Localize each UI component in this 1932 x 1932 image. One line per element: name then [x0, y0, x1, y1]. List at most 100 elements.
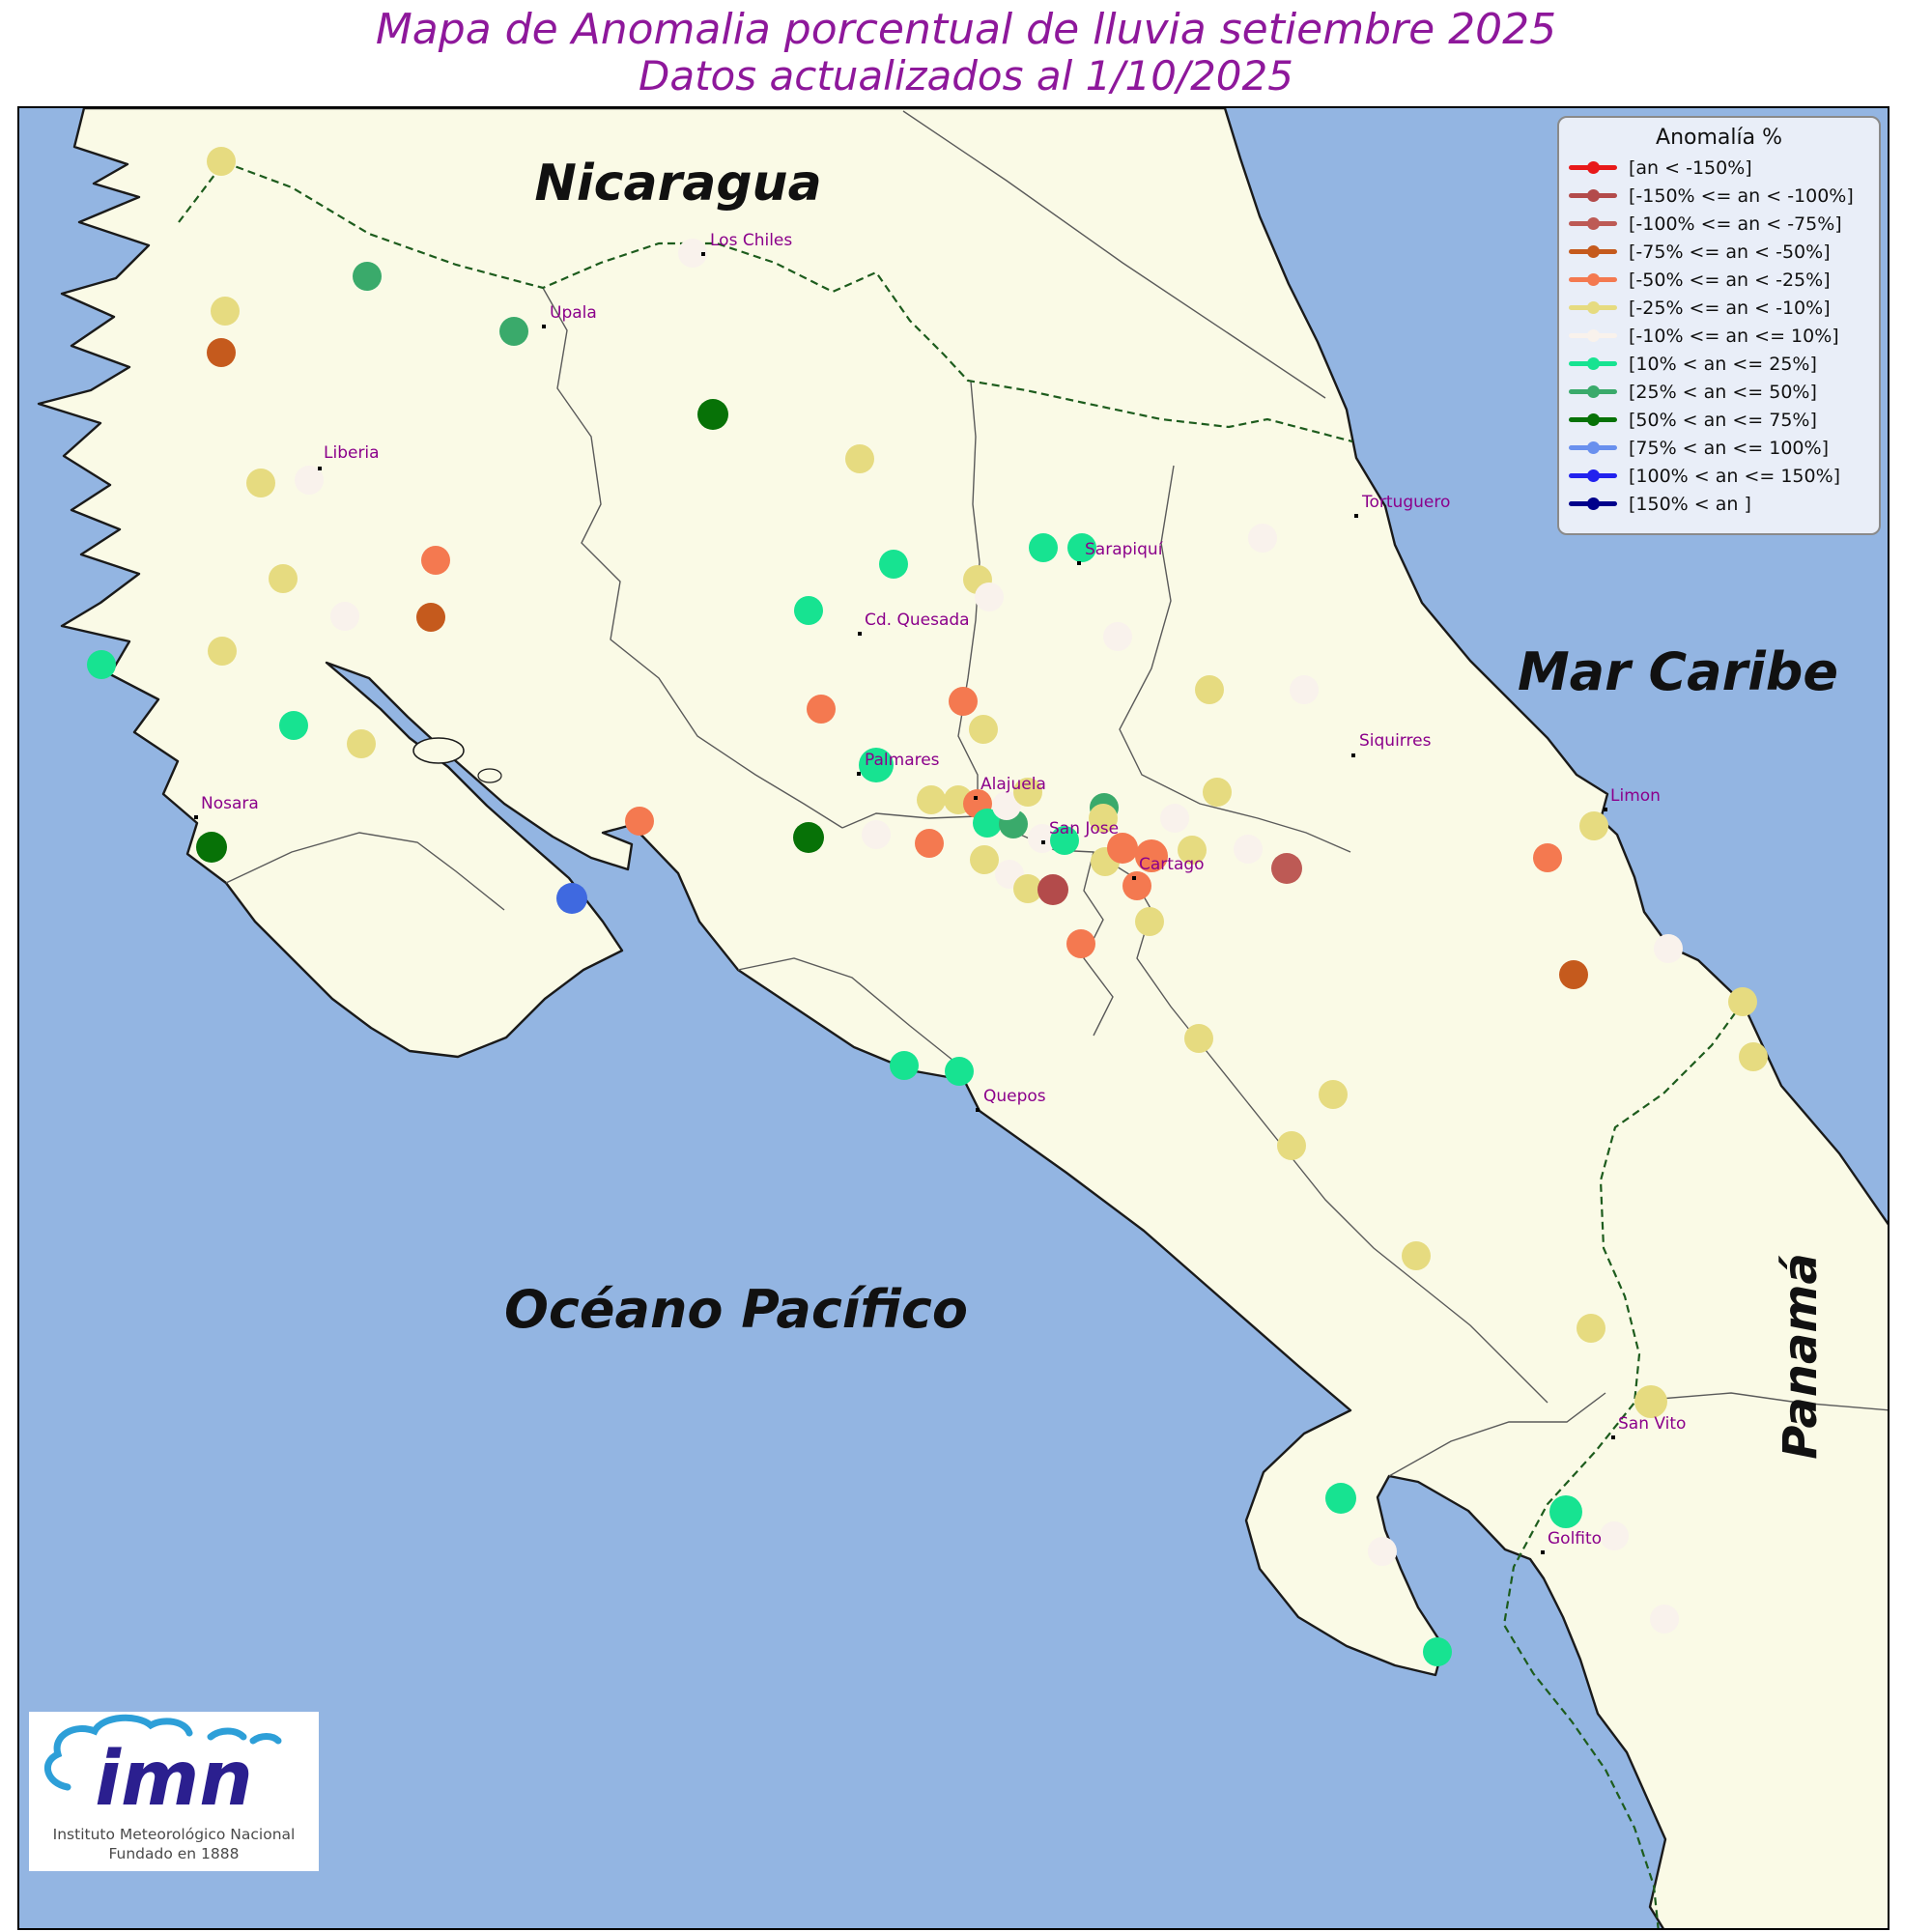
city: Tortuguero [1354, 493, 1450, 518]
title-line1: Mapa de Anomalia porcentual de lluvia se… [375, 5, 1557, 54]
city-label: San Jose [1049, 819, 1119, 838]
legend-marker-icon [1569, 217, 1617, 231]
station-dot [347, 729, 376, 758]
legend-dot [1586, 273, 1600, 286]
legend-entry-label: [50% < an <= 75%] [1629, 409, 1817, 431]
legend-entry: [25% < an <= 50%] [1569, 378, 1869, 406]
station-dot [1107, 833, 1138, 864]
imn-acronym: imn [95, 1736, 253, 1823]
city-label: Quepos [983, 1087, 1046, 1106]
legend-dot [1586, 245, 1600, 258]
station-dot [697, 399, 728, 430]
legend-marker-icon [1569, 273, 1617, 287]
legend-dot [1586, 301, 1600, 314]
station-dot [625, 807, 654, 836]
legend-entry: [100% < an <= 150%] [1569, 462, 1869, 490]
city-label: Cd. Quesada [865, 611, 970, 630]
city: Cd. Quesada [858, 611, 970, 636]
station-dot [1028, 824, 1057, 853]
legend-marker-icon [1569, 357, 1617, 371]
legend-entry-label: [an < -150%] [1629, 156, 1752, 179]
legend-dot [1586, 469, 1600, 482]
city: Liberia [318, 443, 380, 470]
legend-dot [1586, 497, 1600, 510]
imn-logo-graphic: imn [44, 1714, 282, 1823]
station-dot [807, 695, 836, 724]
cloud-icon [44, 1714, 193, 1791]
geo-label-mar-caribe: Mar Caribe [1518, 641, 1838, 702]
station-dot [969, 715, 998, 744]
station-dot [945, 1057, 974, 1086]
city: Palmares [857, 751, 940, 776]
station-dot [556, 883, 587, 914]
legend-entry-label: [-10% <= an <= 10%] [1629, 325, 1839, 347]
legend-title: Anomalía % [1656, 126, 1782, 150]
station-dot [1248, 524, 1277, 553]
station-dot [211, 297, 240, 326]
legend-marker-icon [1569, 441, 1617, 455]
panama-border [1502, 1002, 1744, 1928]
legend-entry: [50% < an <= 75%] [1569, 406, 1869, 434]
city-marker-icon [857, 772, 861, 776]
station-dot [1423, 1637, 1452, 1666]
station-dot [1579, 811, 1608, 840]
page-title: Mapa de Anomalia porcentual de lluvia se… [0, 6, 1932, 99]
imn-logo: imn Instituto Meteorológico Nacional Fun… [29, 1712, 319, 1871]
geo-label-oceano-pacifico: Océano Pacífico [504, 1279, 968, 1340]
legend-dot [1586, 441, 1600, 454]
city-marker-icon [542, 325, 546, 328]
legend-marker-icon [1569, 189, 1617, 203]
city-marker-icon [858, 632, 862, 636]
station-dot [973, 809, 1002, 838]
station-dot [1402, 1241, 1431, 1270]
city-label: Upala [550, 303, 597, 323]
city-label: Siquirres [1359, 731, 1432, 751]
station-dot [1029, 533, 1058, 562]
station-dot [1325, 1483, 1356, 1514]
station-dot [207, 338, 236, 367]
city-label: Los Chiles [710, 231, 792, 250]
station-dot [1577, 1314, 1605, 1343]
station-dot [1739, 1042, 1768, 1071]
station-dot [678, 239, 707, 268]
logo-caption-1: Instituto Meteorológico Nacional [52, 1826, 296, 1843]
station-dot [279, 711, 308, 740]
station-dot [1013, 778, 1042, 807]
city: Los Chiles [701, 231, 792, 256]
city-marker-icon [1604, 808, 1607, 811]
legend-entry: [-10% <= an <= 10%] [1569, 322, 1869, 350]
small-island [477, 768, 502, 783]
station-dot [1037, 874, 1068, 905]
legend-marker-icon [1569, 329, 1617, 343]
station-dot [1319, 1080, 1348, 1109]
city-label: Sarapiquí [1085, 540, 1164, 559]
station-dot [975, 582, 1004, 611]
station-dot [1203, 778, 1232, 807]
city-marker-icon [1351, 753, 1355, 757]
city-marker-icon [974, 796, 978, 800]
city-marker-icon [194, 815, 198, 819]
station-dot [1195, 675, 1224, 704]
station-dot [246, 469, 275, 497]
station-dot [879, 550, 908, 579]
city-label: Limon [1610, 786, 1661, 806]
station-dot [1271, 853, 1302, 884]
station-dot [1013, 874, 1042, 903]
city: Siquirres [1351, 731, 1432, 757]
legend-entry-label: [-50% <= an < -25%] [1629, 269, 1831, 291]
station-dot [859, 748, 894, 782]
station-dot [1234, 835, 1263, 864]
station-dot [917, 785, 946, 814]
station-dot [794, 596, 823, 625]
cloud-wisp-icon [207, 1727, 282, 1745]
station-dot [330, 602, 359, 631]
city-marker-icon [1041, 840, 1045, 844]
legend-entry-label: [-25% <= an < -10%] [1629, 297, 1831, 319]
city-marker-icon [701, 252, 705, 256]
title-line2: Datos actualizados al 1/10/2025 [639, 52, 1293, 100]
legend-entry-label: [150% < an ] [1629, 493, 1751, 515]
geo-label-panama: Panamá [1774, 1253, 1828, 1459]
city-labels-layer: Los Chiles Upala Liberia Tortuguero Sarapiqu… [194, 231, 1686, 1554]
legend-entry: [10% < an <= 25%] [1569, 350, 1869, 378]
legend-entry-label: [25% < an <= 50%] [1629, 381, 1817, 403]
